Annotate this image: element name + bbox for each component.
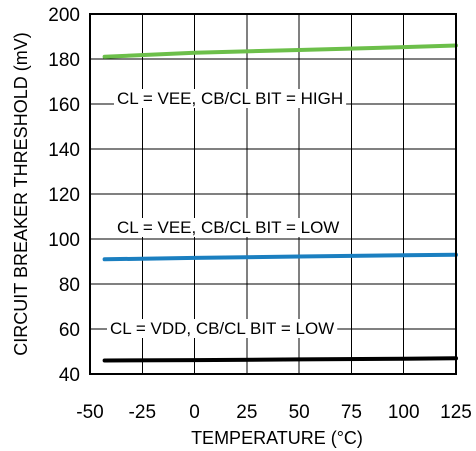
y-tick-label: 40 [59, 365, 80, 386]
plot-frame [89, 13, 457, 375]
x-tick-label: -50 [76, 402, 103, 423]
y-tick-label: 160 [48, 95, 80, 116]
annotation-background [114, 218, 343, 237]
y-tick-label: 100 [48, 230, 80, 251]
x-tick-label: 125 [440, 402, 472, 423]
series-line-2 [102, 252, 458, 262]
x-tick-label: 25 [236, 402, 257, 423]
x-tick-label: 75 [341, 402, 362, 423]
x-tick-label: 0 [189, 402, 200, 423]
series-annotations: CL = VEE, CB/CL BIT = HIGH CL = VEE, CB/C… [107, 89, 347, 338]
x-axis-title: TEMPERATURE (°C) [191, 428, 363, 448]
series-line-1 [102, 43, 458, 59]
series-annotation-3: CL = VDD, CB/CL BIT = LOW [110, 319, 334, 338]
x-tick-label: -25 [129, 402, 156, 423]
y-tick-labels: 40 60 80 100 120 140 160 180 200 [48, 5, 80, 386]
series-lines [102, 43, 458, 363]
y-tick-label: 120 [48, 185, 80, 206]
y-tick-label: 200 [48, 5, 80, 26]
y-tick-label: 140 [48, 140, 80, 161]
annotation-background [107, 319, 338, 338]
annotation-background [114, 89, 347, 108]
y-tick-label: 80 [59, 275, 80, 296]
y-tick-label: 180 [48, 50, 80, 71]
series-line-3 [102, 356, 458, 363]
series-annotation-1: CL = VEE, CB/CL BIT = HIGH [117, 89, 343, 108]
y-tick-label: 60 [59, 320, 80, 341]
x-tick-labels: -50 -25 0 25 50 75 100 125 [76, 402, 472, 423]
series-annotation-2: CL = VEE, CB/CL BIT = LOW [117, 218, 339, 237]
x-tick-label: 50 [289, 402, 310, 423]
y-axis-title: CIRCUIT BREAKER THRESHOLD (mV) [11, 32, 31, 355]
x-tick-label: 100 [388, 402, 420, 423]
